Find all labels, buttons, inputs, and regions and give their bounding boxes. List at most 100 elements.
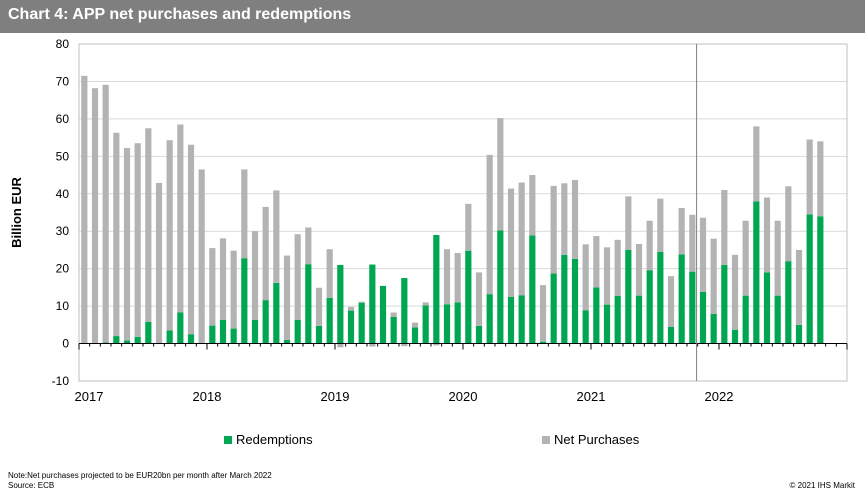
bar-net-purchases xyxy=(497,118,504,231)
bar-redemptions xyxy=(347,310,355,344)
bar-redemptions xyxy=(753,201,760,344)
bar-redemptions xyxy=(134,336,141,344)
bar-redemptions xyxy=(593,287,600,344)
bar-redemptions xyxy=(689,271,696,344)
bar-net-purchases xyxy=(283,255,291,340)
bar-redemptions xyxy=(123,340,131,344)
bar-net-purchases xyxy=(571,179,579,259)
bar-redemptions xyxy=(379,285,387,344)
y-tick-label: 30 xyxy=(56,224,70,238)
bar-redemptions xyxy=(422,305,429,344)
bar-net-purchases xyxy=(166,140,173,331)
bar-net-purchases xyxy=(785,186,792,262)
bar-net-purchases xyxy=(699,217,707,292)
bar-redemptions xyxy=(411,327,419,344)
bar-redemptions xyxy=(774,295,781,344)
bar-net-purchases xyxy=(294,234,301,320)
bar-redemptions xyxy=(539,341,547,344)
bar-net-purchases xyxy=(315,287,323,326)
bar-redemptions xyxy=(209,325,216,344)
bar-net-purchases xyxy=(593,236,600,288)
y-tick-label: -10 xyxy=(52,374,70,388)
legend-net-purchases: Net Purchases xyxy=(542,432,639,447)
chart-title: Chart 4: APP net purchases and redemptio… xyxy=(8,6,352,23)
bar-redemptions xyxy=(113,336,120,344)
bar-net-purchases xyxy=(326,249,333,298)
bar-redemptions xyxy=(219,319,227,344)
bar-net-purchases xyxy=(401,343,408,347)
plot-border xyxy=(78,43,848,382)
bar-net-purchases xyxy=(251,231,259,320)
bar-net-purchases xyxy=(123,148,131,341)
bar-net-purchases xyxy=(646,220,653,271)
x-tick-label: 2019 xyxy=(321,389,350,404)
bar-net-purchases xyxy=(817,141,824,217)
bar-net-purchases xyxy=(411,322,419,328)
x-tick-label: 2020 xyxy=(449,389,478,404)
bar-net-purchases xyxy=(518,182,525,296)
bar-net-purchases xyxy=(710,238,717,314)
bar-redemptions xyxy=(251,319,259,344)
bar-net-purchases xyxy=(742,220,749,296)
bar-net-purchases xyxy=(539,285,547,342)
bar-redemptions xyxy=(187,334,195,344)
bar-net-purchases xyxy=(198,169,205,344)
bar-redemptions xyxy=(166,330,173,344)
bar-redemptions xyxy=(699,291,707,344)
legend-net-purchases-swatch xyxy=(542,435,550,444)
bar-redemptions xyxy=(443,304,451,344)
bar-redemptions xyxy=(305,264,312,344)
source-note: Source: ECB xyxy=(8,481,55,490)
bar-net-purchases xyxy=(230,250,237,329)
y-tick-label: 80 xyxy=(56,37,70,51)
bar-redemptions xyxy=(177,312,184,344)
y-tick-label: 70 xyxy=(56,74,70,88)
footnote: Note:Net purchases projected to be EUR20… xyxy=(8,471,272,480)
bar-redemptions xyxy=(433,234,440,344)
bar-redemptions xyxy=(390,316,397,344)
y-tick-label: 60 xyxy=(56,112,70,126)
bar-redemptions xyxy=(742,295,749,344)
bar-redemptions xyxy=(294,319,301,344)
chart-title-bar: Chart 4: APP net purchases and redemptio… xyxy=(0,0,865,33)
bar-redemptions xyxy=(785,261,792,344)
bar-net-purchases xyxy=(390,312,397,317)
bar-redemptions xyxy=(657,251,664,344)
bar-redemptions xyxy=(529,235,536,344)
bar-redemptions xyxy=(795,324,803,344)
x-tick-label: 2018 xyxy=(193,389,222,404)
bar-net-purchases xyxy=(795,249,803,325)
bar-net-purchases xyxy=(603,247,611,305)
bar-net-purchases xyxy=(657,198,664,252)
bar-redemptions xyxy=(507,296,515,344)
bar-redemptions xyxy=(731,329,739,344)
bar-redemptions xyxy=(550,273,557,344)
bar-redemptions xyxy=(273,282,280,344)
bar-net-purchases xyxy=(369,343,376,347)
bar-redemptions xyxy=(582,310,589,344)
bar-redemptions xyxy=(326,297,333,344)
legend-redemptions-label: Redemptions xyxy=(236,432,313,447)
bar-net-purchases xyxy=(454,252,461,303)
bar-redemptions xyxy=(571,258,579,344)
x-tick-label: 2021 xyxy=(577,389,606,404)
bar-net-purchases xyxy=(763,197,771,273)
bar-net-purchases xyxy=(187,144,195,335)
bar-redemptions xyxy=(625,249,632,344)
legend-net-purchases-label: Net Purchases xyxy=(554,432,640,447)
bar-redemptions xyxy=(475,325,483,344)
bar-net-purchases xyxy=(273,190,280,283)
y-tick-label: 50 xyxy=(56,149,70,163)
bar-redemptions xyxy=(710,313,717,344)
bar-net-purchases xyxy=(731,254,739,330)
bar-redemptions xyxy=(806,214,813,344)
bar-redemptions xyxy=(614,296,621,344)
y-tick-label: 40 xyxy=(56,187,70,201)
bar-net-purchases xyxy=(774,220,781,296)
bar-net-purchases xyxy=(113,132,120,337)
bar-net-purchases xyxy=(209,248,216,326)
bar-redemptions xyxy=(635,295,643,344)
y-axis-title: Billion EUR xyxy=(9,177,24,248)
bar-net-purchases xyxy=(422,302,429,306)
bar-net-purchases xyxy=(358,301,365,303)
